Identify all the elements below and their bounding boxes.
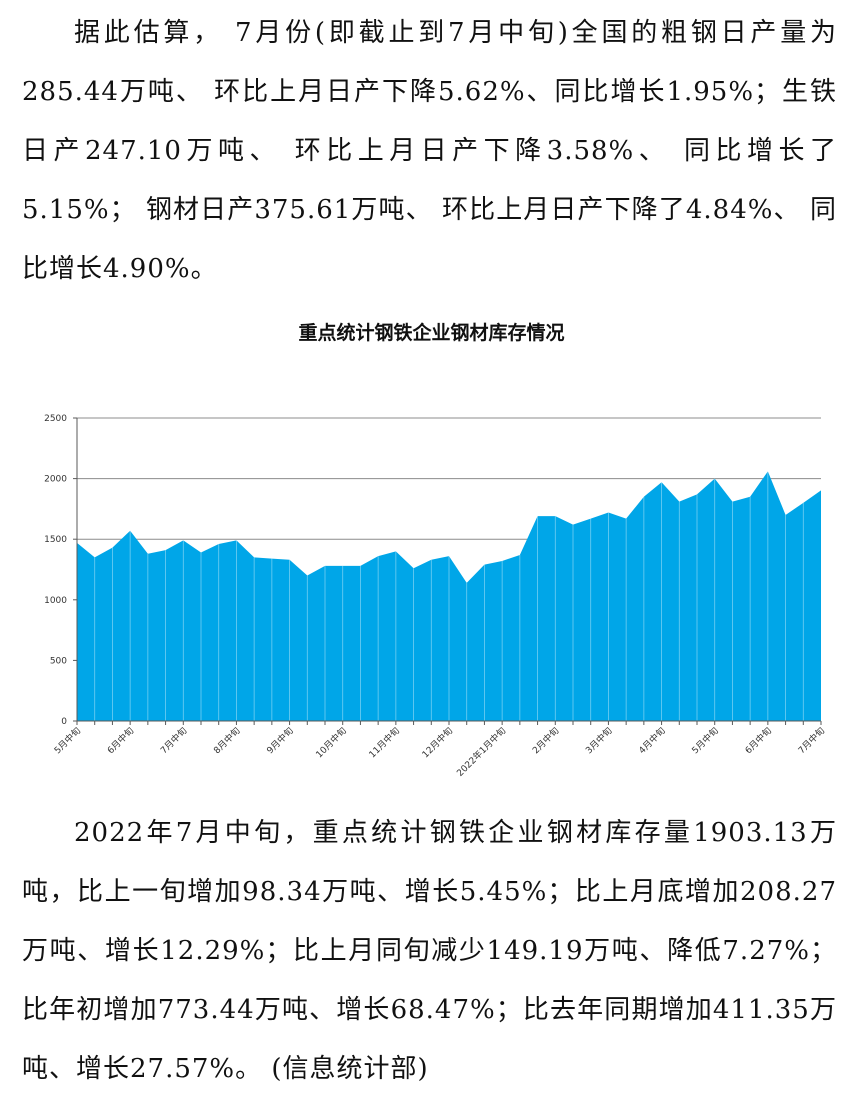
x-tick-label: 9月中旬 [264,725,296,757]
summary-paragraph: 2022年7月中旬，重点统计钢铁企业钢材库存量1903.13万吨，比上一旬增加9… [22,818,837,1084]
inventory-area [77,471,821,721]
y-tick-label: 2000 [44,475,67,485]
x-tick-label: 7月中旬 [795,725,827,757]
chart-title: 重点统计钢铁企业钢材库存情况 [298,322,565,344]
x-tick-label: 3月中旬 [583,725,615,757]
intro-paragraph: 据此估算， 7月份(即截止到7月中旬)全国的粗钢日产量为285.44万吨、 环比… [22,18,837,284]
x-tick-label: 11月中旬 [366,725,402,761]
x-tick-label: 6月中旬 [742,725,774,757]
x-tick-label: 5月中旬 [51,725,83,757]
x-tick-label: 2月中旬 [530,725,562,757]
y-tick-label: 0 [61,717,67,727]
x-tick-label: 6月中旬 [105,725,137,757]
area-layer [77,471,821,721]
x-tick-label: 7月中旬 [158,725,190,757]
x-tick-label: 8月中旬 [211,725,243,757]
x-tick-label: 10月中旬 [313,725,349,761]
y-tick-labels: 0 500 1000 1500 2000 2500 [44,414,67,727]
y-tick-label: 1500 [44,535,67,545]
x-tick-label: 12月中旬 [419,725,455,761]
axis-layer [73,417,822,725]
y-tick-label: 1000 [44,596,67,606]
y-tick-label: 500 [50,656,67,666]
x-tick-label: 5月中旬 [689,725,721,757]
x-tick-label: 4月中旬 [636,725,668,757]
inventory-area-chart: 0 500 1000 1500 2000 2500 5月中旬 6月中旬 7月中旬 8月中旬 9月中… [44,414,827,779]
x-tick-label: 2022年1月中旬 [454,725,508,779]
y-tick-label: 2500 [44,414,67,424]
x-tick-labels: 5月中旬 6月中旬 7月中旬 8月中旬 9月中旬 10月中旬 11月中旬 12月中旬 2022年… [51,725,827,779]
